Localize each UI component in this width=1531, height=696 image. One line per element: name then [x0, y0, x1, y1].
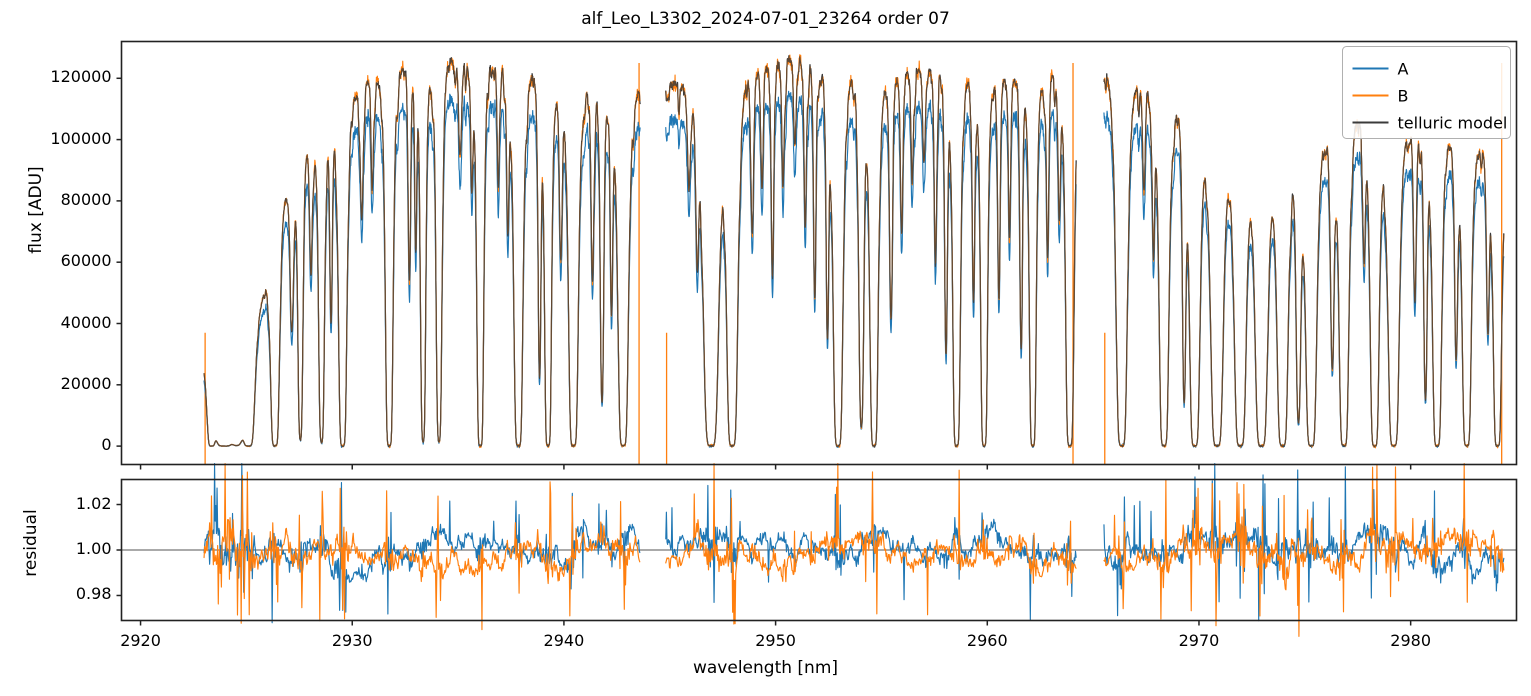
wavelength-xtick-label: 2940: [543, 630, 585, 650]
wavelength-xtick-label: 2980: [1390, 630, 1432, 650]
wavelength-xtick-label: 2920: [120, 630, 161, 650]
flux-ytick-label: 60000: [60, 251, 112, 271]
flux-panel-frame: [120, 40, 1518, 466]
flux-ytick-label: 20000: [60, 373, 112, 393]
flux-ytick-label: 80000: [60, 189, 112, 209]
residual-panel-frame: [120, 478, 1518, 622]
flux-ytick-label: 0: [101, 435, 112, 455]
residual-ytick-label: 1.02: [75, 493, 112, 513]
legend-label-b: B: [1398, 87, 1409, 106]
series-b-flux-curve: [203, 54, 1505, 449]
residual-ytick-label: 0.98: [75, 584, 112, 604]
flux-ytick-label: 40000: [60, 312, 112, 332]
series-a-flux-curve: [203, 90, 1505, 449]
legend-label-telluric-model: telluric model: [1398, 114, 1508, 133]
residual-ytick-label: 1.00: [75, 539, 112, 558]
wavelength-xtick-label: 2950: [755, 630, 796, 650]
wavelength-xtick-label: 2960: [966, 630, 1008, 650]
wavelength-xtick-label: 2970: [1178, 630, 1220, 650]
figure-title: alf_Leo_L3302_2024-07-01_23264 order 07: [581, 9, 950, 29]
flux-ytick-label: 120000: [50, 67, 112, 87]
legend-label-a: A: [1398, 60, 1409, 79]
flux-ytick-label: 100000: [50, 128, 112, 148]
wavelength-axis-label: wavelength [nm]: [692, 658, 839, 678]
telluric-model-flux-overlay: [203, 55, 1505, 448]
series-b-residual-curve: [203, 463, 1505, 637]
wavelength-xtick-label: 2930: [331, 630, 373, 650]
